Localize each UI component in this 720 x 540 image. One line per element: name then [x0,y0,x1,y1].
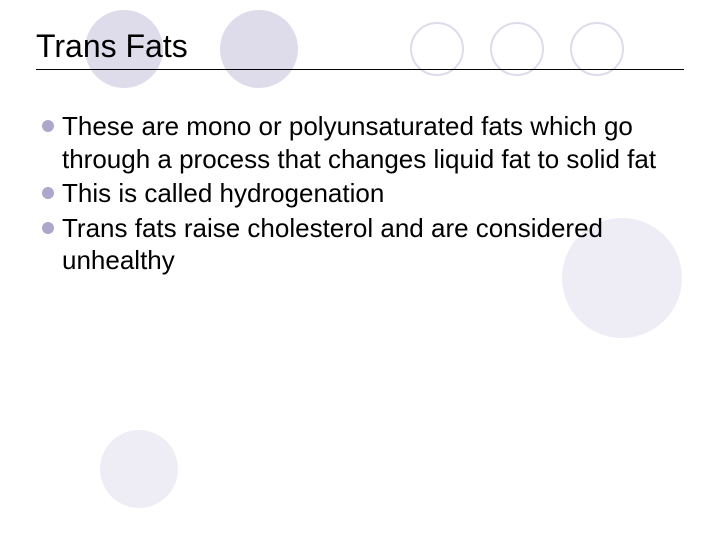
bullet-item: This is called hydrogenation [42,177,684,210]
bullet-item: Trans fats raise cholesterol and are con… [42,212,684,277]
slide-title: Trans Fats [36,28,684,70]
decor-circle [100,430,178,508]
bullet-text: Trans fats raise cholesterol and are con… [62,212,684,277]
slide-body: These are mono or polyunsaturated fats w… [36,110,684,277]
bullet-dot-icon [42,222,54,234]
bullet-dot-icon [42,187,54,199]
bullet-item: These are mono or polyunsaturated fats w… [42,110,684,175]
bullet-dot-icon [42,120,54,132]
bullet-text: These are mono or polyunsaturated fats w… [62,110,684,175]
slide-content: Trans Fats These are mono or polyunsatur… [0,0,720,277]
bullet-text: This is called hydrogenation [62,177,384,210]
